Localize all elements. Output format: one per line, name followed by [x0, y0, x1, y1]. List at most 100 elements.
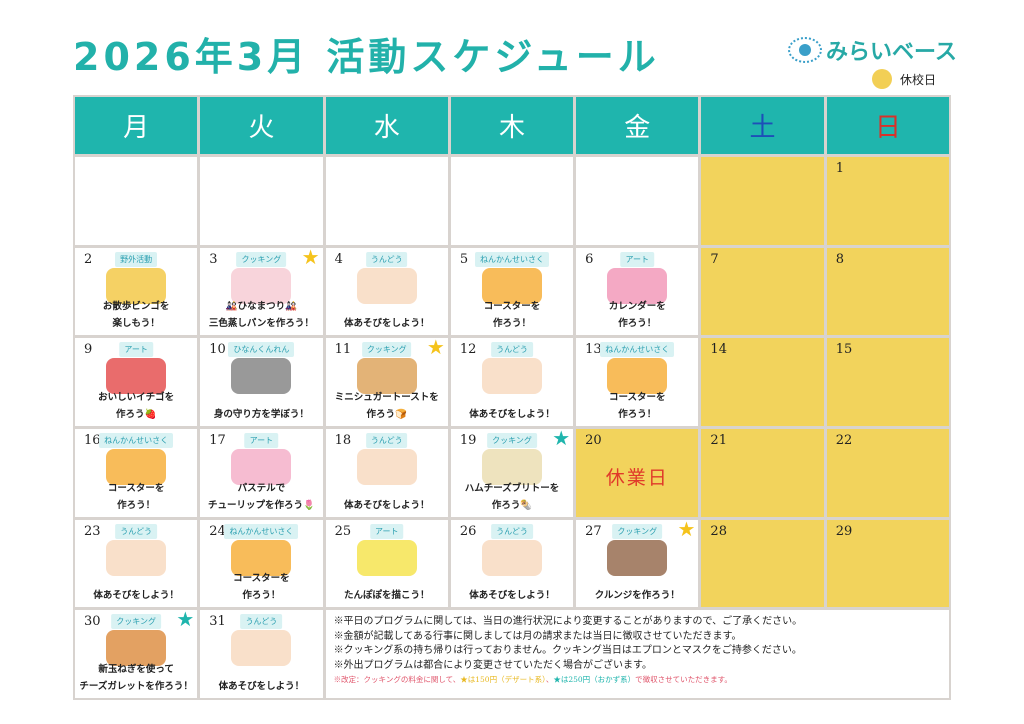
day-number: 4 — [334, 251, 343, 267]
activity-line: 作ろう🍞 — [366, 408, 407, 420]
day-number: 11 — [334, 342, 352, 358]
category-tag: うんどう — [491, 342, 533, 358]
activity-text: 体あそびをしよう！ — [326, 497, 448, 514]
kids-stretching-icon — [106, 539, 167, 576]
activity-text: 体あそびをしよう！ — [451, 406, 573, 423]
activity-line: 体あそびをしよう！ — [343, 499, 430, 511]
day-number: 5 — [459, 251, 469, 267]
category-tag: クッキング — [487, 432, 537, 448]
activity-line: 🎎ひなまつり🎎 — [225, 301, 297, 313]
activity-line: 三色蒸しパンを作ろう！ — [208, 318, 314, 330]
day-number: 19 — [459, 432, 477, 448]
star-icon: ★ — [426, 338, 445, 360]
day-cell: 18 うんどう体あそびをしよう！ — [325, 428, 448, 517]
activity-text: 身の守り方を学ぼう！ — [200, 406, 322, 423]
day-number: 18 — [334, 432, 352, 448]
revision-segment: 、 — [545, 675, 554, 685]
day-cell: 15 — [826, 338, 949, 426]
day-number: 23 — [84, 523, 101, 539]
activity-text: たんぽぽを描こう！ — [326, 587, 448, 604]
revision-segment: で徴収させていただきます。 — [635, 675, 732, 685]
category-tag: ねんかんせいさく — [224, 523, 299, 539]
activity-text: 体あそびをしよう！ — [200, 678, 322, 695]
day-cell: 4 うんどう体あそびをしよう！ — [325, 247, 448, 336]
day-cell: 30 クッキング ★ 新玉ねぎを使って チーズガレットを作ろう！ — [75, 610, 198, 698]
day-number: 25 — [334, 523, 352, 539]
day-number: 6 — [585, 251, 594, 267]
coaster-icon — [106, 448, 167, 485]
category-tag: アート — [119, 342, 153, 358]
category-tag: ねんかんせいさく — [99, 432, 174, 448]
activity-line: 作ろう！ — [117, 499, 156, 511]
day-number: 12 — [459, 342, 477, 358]
category-tag: うんどう — [365, 432, 408, 448]
logo: みらいベース — [788, 34, 957, 66]
cruffin-photo-icon — [607, 539, 668, 576]
note-line: ※金額が記載してある行事に関しましては月の請求または当日に徴収させていただきます… — [333, 630, 742, 642]
tulip-icon — [231, 448, 292, 485]
coaster-icon — [231, 539, 292, 576]
day-number: 30 — [84, 614, 101, 630]
note-line: ※クッキング系の持ち帰りは行っておりません。クッキング当日はエプロンとマスクをご… — [333, 645, 802, 657]
category-tag: うんどう — [115, 523, 158, 539]
day-cell: 24 ねんかんせいさくコースターを 作ろう！ — [200, 519, 323, 608]
weekday-header: 月 — [75, 97, 198, 154]
activity-text: ミニシュガートーストを 作ろう🍞 — [326, 389, 448, 423]
category-tag: クッキング — [111, 614, 162, 630]
activity-line: 体あそびをしよう！ — [343, 318, 430, 330]
category-tag: アート — [620, 251, 655, 267]
day-cell: 7 — [701, 247, 824, 336]
toast-icon — [356, 358, 417, 395]
day-cell: 8 — [826, 247, 949, 336]
day-cell — [75, 157, 198, 245]
kids-stretching-icon — [356, 267, 417, 304]
activity-line: 作ろう！ — [492, 318, 531, 330]
onion-galette-icon — [106, 630, 167, 667]
evacuation-drill-icon — [231, 358, 292, 395]
day-cell: 3 クッキング ★ 🎎ひなまつり🎎 三色蒸しパンを作ろう！ — [200, 247, 323, 336]
day-cell — [200, 157, 323, 245]
day-number: 9 — [84, 342, 93, 358]
day-cell: 23 うんどう 体あそびをしよう！ — [75, 519, 198, 608]
activity-line: 体あそびをしよう！ — [469, 408, 555, 420]
day-number: 26 — [459, 523, 477, 539]
activity-line: 新玉ねぎを使って — [98, 663, 174, 675]
category-tag: ねんかんせいさく — [474, 251, 549, 267]
activity-line: 作ろう🍓 — [115, 408, 157, 420]
category-tag: クッキング — [612, 523, 663, 539]
price-revision-note: ※改定：クッキングの料金に関して、★は150円（デザート系）、★は250円（おか… — [334, 673, 941, 688]
activity-text: 🎎ひなまつり🎎 三色蒸しパンを作ろう！ — [200, 298, 322, 332]
coaster-icon — [481, 267, 542, 304]
activity-text: コースターを 作ろう！ — [576, 389, 698, 423]
activity-text: 体あそびをしよう！ — [326, 315, 448, 332]
star-icon: ★ — [552, 428, 571, 450]
dandelion-icon — [356, 539, 417, 576]
activity-line: 作ろう！ — [242, 590, 281, 602]
activity-line: おいしいイチゴを — [98, 391, 175, 403]
category-tag: うんどう — [240, 614, 283, 630]
day-number: 7 — [710, 251, 719, 267]
activity-line: コースターを — [233, 573, 290, 585]
category-tag: ねんかんせいさく — [600, 342, 675, 358]
category-tag: 野外活動 — [115, 251, 158, 267]
day-number: 24 — [209, 523, 226, 539]
kids-stretching-icon — [481, 539, 542, 576]
category-tag: クッキング — [361, 342, 412, 358]
activity-line: チューリップを作ろう🌷 — [208, 499, 315, 511]
legend: 休校日 — [872, 69, 936, 89]
revision-segment: ★は150円（デザート系） — [460, 675, 546, 685]
day-number: 20 — [585, 432, 602, 448]
activity-line: 作ろう！ — [618, 318, 657, 330]
day-cell: 17 アート パステルで チューリップを作ろう🌷 — [200, 428, 323, 517]
day-number: 28 — [710, 523, 727, 539]
activity-line: 楽しもう！ — [112, 318, 160, 330]
day-cell: 22 — [826, 428, 949, 517]
category-tag: うんどう — [365, 251, 408, 267]
category-tag: うんどう — [491, 523, 533, 539]
day-cell: 10 ひなんくんれん 身の守り方を学ぼう！ — [200, 338, 323, 426]
day-number: 1 — [835, 161, 844, 176]
note-line: ※平日のプログラムに関しては、当日の進行状況により変更することがありますので、ご… — [333, 616, 803, 628]
day-cell: 26 うんどう 体あそびをしよう！ — [450, 519, 574, 608]
holiday-label: 休業日 — [605, 466, 669, 489]
day-cell: 9 アートおいしいイチゴを 作ろう🍓 — [75, 338, 198, 426]
